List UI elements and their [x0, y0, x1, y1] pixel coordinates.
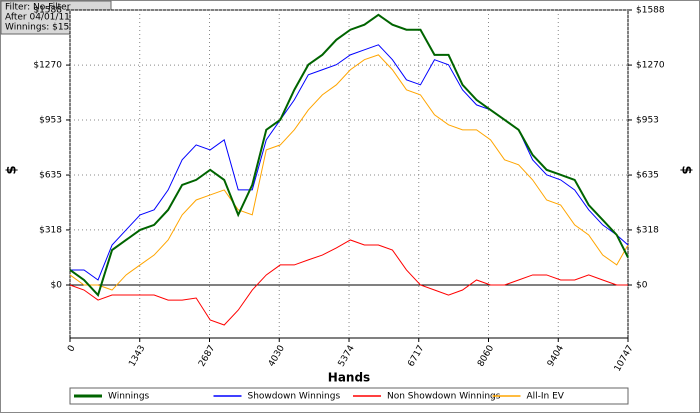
y2-tick-label: $635	[636, 171, 659, 181]
y-tick-label: $1270	[33, 61, 62, 71]
x-tick-label: 0	[66, 344, 78, 354]
info-line: Winnings: $159.40	[5, 23, 90, 33]
y-tick-label: $635	[39, 171, 62, 181]
y2-tick-label: $1270	[636, 61, 665, 71]
y2-axis-label: $	[679, 165, 694, 174]
y2-tick-label: $318	[636, 225, 659, 235]
x-axis-label: Hands	[328, 371, 370, 385]
y2-tick-label: $953	[636, 115, 659, 125]
series-line	[69, 54, 629, 291]
y-tick-label: $1588	[33, 6, 62, 16]
y-tick-label: $0	[51, 281, 63, 291]
y-tick-label: $318	[39, 225, 62, 235]
y-axis-label: $	[5, 165, 20, 174]
y2-tick-label: $1588	[636, 6, 665, 16]
series-line	[70, 44, 629, 281]
legend-label: Showdown Winnings	[248, 392, 341, 402]
legend-label: Non Showdown Winnings	[387, 392, 501, 402]
legend	[69, 387, 629, 405]
series-line	[69, 13, 629, 297]
legend-label: Winnings	[108, 392, 150, 402]
y-tick-label: $953	[39, 115, 62, 125]
legend-label: All-In EV	[527, 392, 565, 402]
info-line: After 04/01/11 00:00:00	[5, 13, 113, 23]
y2-tick-label: $0	[636, 281, 648, 291]
series-line	[69, 239, 628, 326]
info-line: Filter: No Filter	[5, 3, 71, 13]
